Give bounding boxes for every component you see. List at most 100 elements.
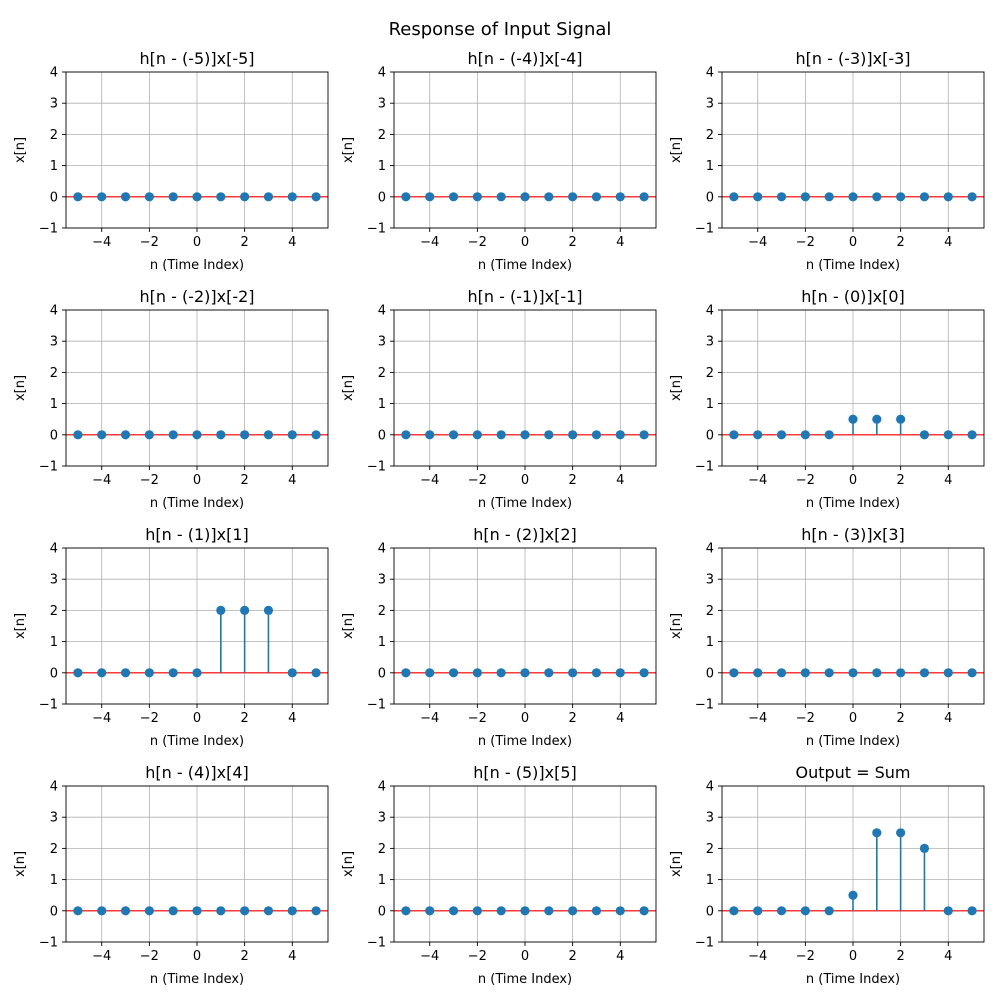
stem-marker — [472, 430, 482, 440]
stem-marker — [168, 668, 178, 678]
stem-marker — [615, 192, 625, 202]
y-tick-label: 0 — [706, 666, 714, 681]
y-tick-label: 4 — [378, 304, 386, 319]
y-tick-label: 2 — [50, 128, 58, 143]
stem-marker — [776, 668, 787, 678]
y-tick-label: 3 — [50, 97, 58, 112]
x-tick-label: −4 — [748, 711, 767, 726]
subplot-4: h[n - (-2)]x[-2] −4 −2 0 2 4 −1 0 1 2 3 4 n (Time In… — [13, 287, 329, 511]
y-axis-label: x[n] — [341, 851, 356, 877]
stem-marker — [800, 192, 810, 202]
stem-marker — [263, 605, 274, 616]
stem-marker — [240, 430, 250, 440]
x-tick-label: −4 — [420, 711, 439, 726]
y-tick-label: 3 — [50, 573, 58, 588]
y-tick-label: 1 — [378, 159, 386, 174]
stem-marker — [848, 668, 858, 678]
stem-marker — [919, 668, 930, 678]
stem-marker — [639, 430, 649, 440]
y-tick-label: 4 — [50, 542, 58, 557]
y-tick-label: 0 — [706, 428, 714, 443]
stem-marker — [544, 906, 554, 916]
stem-marker — [401, 192, 411, 202]
y-tick-label: 1 — [50, 873, 58, 888]
stem-marker — [919, 430, 930, 440]
x-tick-label: 0 — [193, 473, 201, 488]
stem-marker — [216, 192, 226, 202]
y-tick-label: 2 — [706, 128, 714, 143]
y-tick-label: 2 — [50, 604, 58, 619]
stem-marker — [192, 668, 202, 678]
y-axis-label: x[n] — [669, 375, 684, 401]
stem-marker — [216, 430, 226, 440]
stem-marker — [872, 192, 882, 202]
y-tick-label: −1 — [695, 936, 714, 951]
x-axis-label: n (Time Index) — [150, 972, 244, 987]
x-tick-label: 4 — [288, 235, 296, 250]
y-tick-label: 2 — [706, 366, 714, 381]
stem-marker — [967, 430, 977, 440]
stem-marker — [800, 668, 810, 678]
x-tick-label: 0 — [849, 235, 857, 250]
x-tick-label: −2 — [796, 235, 815, 250]
subplot-title: h[n - (1)]x[1] — [145, 525, 249, 544]
x-tick-label: −4 — [420, 235, 439, 250]
subplot-title: Output = Sum — [795, 763, 910, 782]
y-tick-label: 0 — [378, 666, 386, 681]
stem-marker — [120, 906, 131, 916]
subplot-title: h[n - (2)]x[2] — [473, 525, 577, 544]
subplot-5: h[n - (-1)]x[-1] −4 −2 0 2 4 −1 0 1 2 3 4 n (Time In… — [341, 287, 657, 511]
x-tick-label: 2 — [240, 473, 248, 488]
stem-marker — [144, 192, 154, 202]
stem-marker — [144, 906, 154, 916]
x-tick-label: 2 — [896, 473, 904, 488]
stem-marker — [615, 430, 625, 440]
stem-marker — [639, 906, 649, 916]
stem-marker — [967, 906, 977, 916]
x-tick-label: −2 — [796, 949, 815, 964]
x-tick-label: −2 — [468, 473, 487, 488]
stem-marker — [216, 605, 226, 616]
stem-marker — [240, 192, 250, 202]
stem-marker — [591, 668, 602, 678]
stem-marker — [943, 430, 953, 440]
y-tick-label: 1 — [50, 397, 58, 412]
stem-marker — [800, 430, 810, 440]
y-tick-label: 1 — [50, 159, 58, 174]
stem-marker — [192, 192, 202, 202]
stem-marker — [97, 192, 107, 202]
stem-marker — [568, 192, 578, 202]
x-tick-label: −2 — [796, 473, 815, 488]
stem-marker — [425, 906, 435, 916]
stem-marker — [144, 430, 154, 440]
stem-marker — [496, 668, 506, 678]
x-axis-label: n (Time Index) — [478, 258, 572, 273]
x-tick-label: −4 — [420, 473, 439, 488]
stem-marker — [311, 668, 321, 678]
stem-marker — [544, 668, 554, 678]
stem-marker — [800, 906, 810, 916]
stem-marker — [216, 906, 226, 916]
stem-marker — [520, 668, 530, 678]
stem-marker — [896, 668, 906, 678]
stem-marker — [943, 192, 953, 202]
stem-marker — [568, 906, 578, 916]
stem-marker — [639, 668, 649, 678]
stem-marker — [472, 906, 482, 916]
y-axis-label: x[n] — [669, 851, 684, 877]
stem-marker — [472, 668, 482, 678]
y-tick-label: 3 — [706, 811, 714, 826]
stem-marker — [425, 430, 435, 440]
stem-marker — [544, 430, 554, 440]
stem-marker — [872, 828, 882, 838]
x-tick-label: 0 — [193, 949, 201, 964]
y-tick-label: 1 — [706, 635, 714, 650]
stem-marker — [240, 605, 250, 616]
stem-marker — [192, 430, 202, 440]
subplot-9: h[n - (3)]x[3] −4 −2 0 2 4 −1 0 1 2 3 4 n (Time Inde… — [669, 525, 985, 749]
stem-marker — [120, 430, 131, 440]
x-tick-label: 4 — [616, 473, 624, 488]
stem-marker — [729, 906, 739, 916]
y-axis-label: x[n] — [669, 137, 684, 163]
